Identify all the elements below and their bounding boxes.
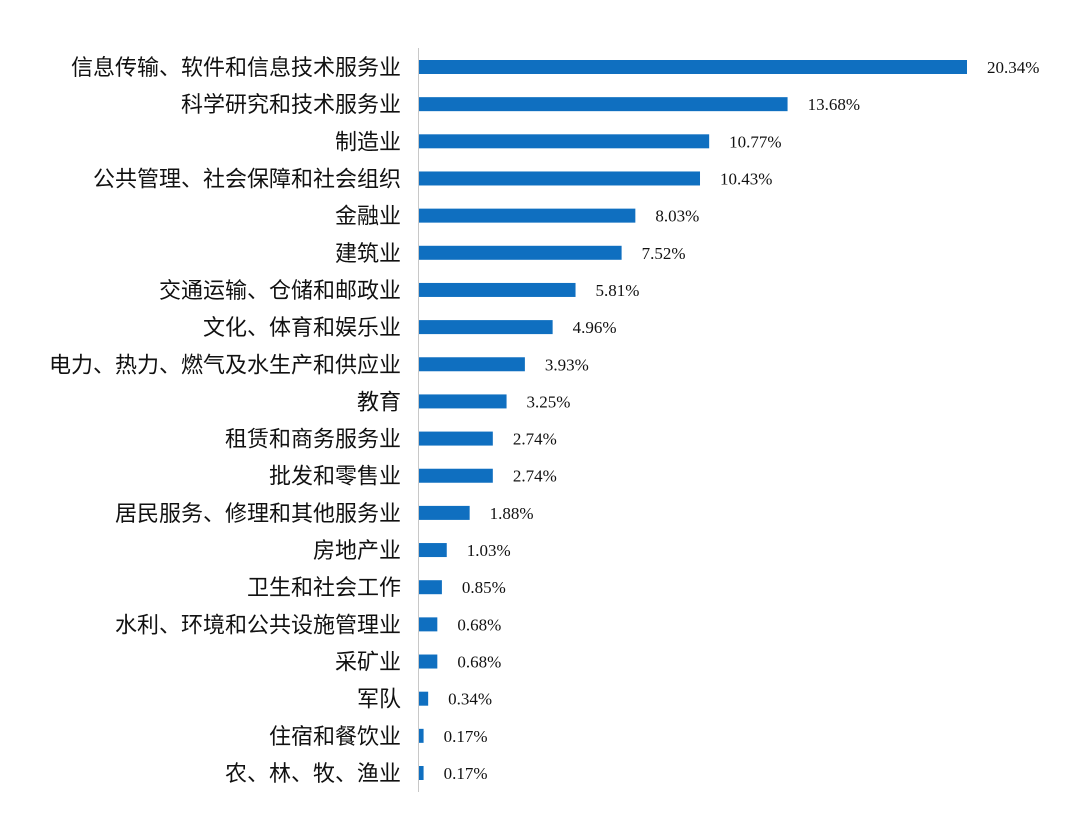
data-label: 1.03%: [467, 541, 511, 560]
data-label: 0.68%: [457, 653, 501, 672]
data-label: 2.74%: [513, 430, 557, 449]
data-label: 20.34%: [987, 58, 1039, 77]
data-label: 4.96%: [573, 318, 617, 337]
bar: [419, 543, 447, 558]
category-label: 文化、体育和娱乐业: [203, 316, 401, 341]
category-label: 卫生和社会工作: [247, 576, 401, 601]
category-label: 租赁和商务服务业: [225, 428, 401, 453]
data-label: 13.68%: [808, 95, 860, 114]
bar: [419, 505, 470, 520]
bar: [419, 245, 622, 260]
category-label: 金融业: [335, 205, 401, 230]
category-label: 制造业: [335, 130, 401, 155]
bar: [419, 617, 438, 632]
bar: [419, 394, 507, 409]
data-label: 10.43%: [720, 169, 772, 188]
bar: [419, 357, 525, 372]
bar: [419, 468, 493, 483]
data-label: 0.34%: [448, 690, 492, 709]
data-label: 7.52%: [642, 244, 686, 263]
data-label: 8.03%: [655, 207, 699, 226]
bar: [419, 208, 636, 223]
bar: [419, 320, 553, 335]
bar: [419, 654, 438, 669]
bar: [419, 282, 576, 297]
bar: [419, 134, 710, 149]
data-label: 3.25%: [527, 392, 571, 411]
category-label: 水利、环境和公共设施管理业: [115, 613, 401, 638]
category-label: 住宿和餐饮业: [269, 725, 401, 750]
category-label: 批发和零售业: [269, 465, 401, 490]
data-label: 0.85%: [462, 578, 506, 597]
data-label: 0.17%: [444, 727, 488, 746]
bar: [419, 97, 788, 112]
data-label: 0.17%: [444, 764, 488, 783]
data-label: 5.81%: [596, 281, 640, 300]
category-label: 农、林、牧、渔业: [225, 762, 401, 787]
bar: [419, 171, 701, 186]
category-label: 军队: [357, 688, 401, 713]
category-label: 教育: [357, 390, 401, 415]
category-label: 房地产业: [313, 539, 401, 564]
data-label: 2.74%: [513, 467, 557, 486]
data-label: 3.93%: [545, 355, 589, 374]
data-label: 10.77%: [729, 132, 781, 151]
category-label: 信息传输、软件和信息技术服务业: [71, 56, 401, 81]
category-label: 建筑业: [335, 242, 401, 267]
bar: [419, 728, 424, 743]
category-label: 公共管理、社会保障和社会组织: [93, 167, 401, 192]
bar: [419, 431, 493, 446]
bar: [419, 60, 967, 74]
category-label: 采矿业: [335, 651, 401, 676]
category-label: 交通运输、仓储和邮政业: [159, 279, 401, 304]
category-label: 居民服务、修理和其他服务业: [115, 502, 401, 527]
bar: [419, 766, 424, 780]
category-label: 科学研究和技术服务业: [181, 93, 401, 118]
data-label: 0.68%: [457, 615, 501, 634]
category-label: 电力、热力、燃气及水生产和供应业: [49, 353, 401, 378]
data-label: 1.88%: [490, 504, 534, 523]
bar: [419, 691, 429, 706]
bar: [419, 580, 442, 595]
